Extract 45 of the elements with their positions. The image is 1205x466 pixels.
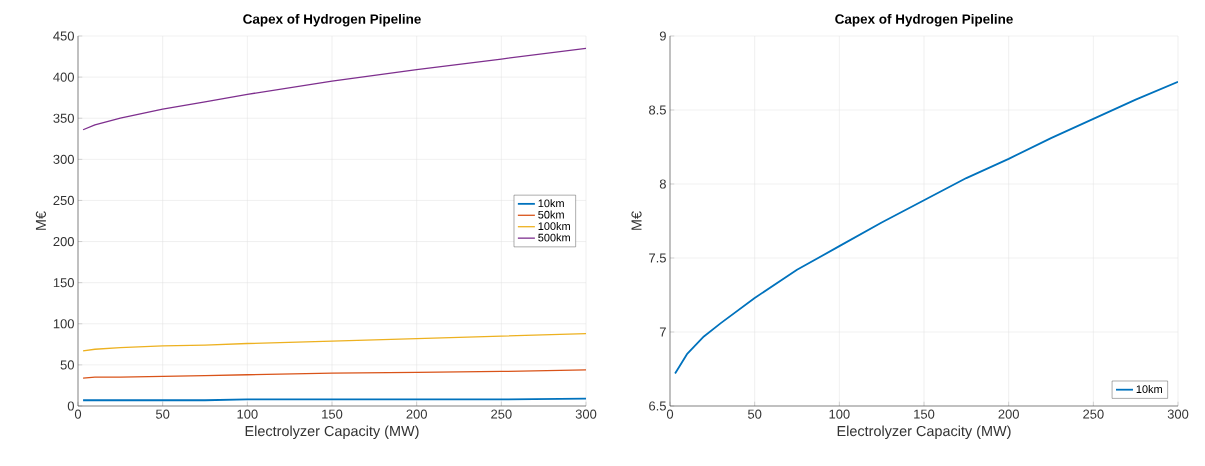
line-series (674, 80, 1179, 375)
chart-title: Capex of Hydrogen Pipeline (243, 13, 421, 27)
y-tick-label: 300 (53, 154, 74, 164)
legend-label: 500km (538, 233, 570, 242)
y-axis-title: M€ (35, 211, 47, 230)
x-tick-label: 300 (1167, 409, 1189, 419)
legend-label: 10km (538, 199, 564, 208)
x-tick-label: 50 (155, 409, 170, 419)
x-tick-label: 100 (829, 409, 850, 419)
x-tick-label: 50 (747, 409, 762, 419)
legend-label: 50km (538, 210, 564, 219)
x-tick-label: 250 (1083, 409, 1104, 419)
y-axis-title: M€ (631, 211, 642, 230)
x-tick-label: 0 (666, 409, 674, 419)
legend-label: 10km (1136, 384, 1162, 394)
y-tick-label: 8.5 (649, 105, 666, 115)
y-tick-label: 9 (659, 31, 666, 41)
y-tick-label: 350 (53, 113, 74, 123)
x-tick-label: 300 (575, 409, 597, 419)
legend-label: 100km (538, 222, 570, 231)
y-tick-label: 6.5 (649, 401, 666, 411)
x-tick-label: 200 (406, 409, 427, 419)
x-axis-title: Electrolyzer Capacity (MW) (245, 425, 419, 439)
y-tick-label: 7.5 (649, 253, 666, 263)
x-tick-label: 0 (74, 409, 82, 419)
line-series (82, 369, 586, 379)
y-tick-label: 250 (53, 195, 74, 206)
y-tick-label: 450 (53, 31, 74, 41)
x-tick-label: 150 (914, 409, 935, 419)
x-tick-label: 200 (998, 409, 1019, 419)
y-tick-label: 50 (60, 360, 74, 370)
y-tick-label: 200 (53, 236, 74, 247)
x-axis-title: Electrolyzer Capacity (MW) (837, 425, 1011, 439)
y-tick-label: 8 (659, 179, 666, 189)
line-series (82, 332, 586, 352)
y-tick-label: 150 (53, 278, 74, 288)
y-tick-label: 400 (53, 72, 74, 82)
x-tick-label: 150 (322, 409, 343, 419)
y-tick-label: 100 (53, 319, 74, 329)
y-tick-label: 0 (67, 401, 74, 411)
x-tick-label: 250 (491, 409, 512, 419)
x-tick-label: 100 (237, 409, 258, 419)
y-tick-label: 7 (659, 327, 666, 337)
line-series (82, 47, 586, 131)
chart-title: Capex of Hydrogen Pipeline (835, 13, 1013, 27)
